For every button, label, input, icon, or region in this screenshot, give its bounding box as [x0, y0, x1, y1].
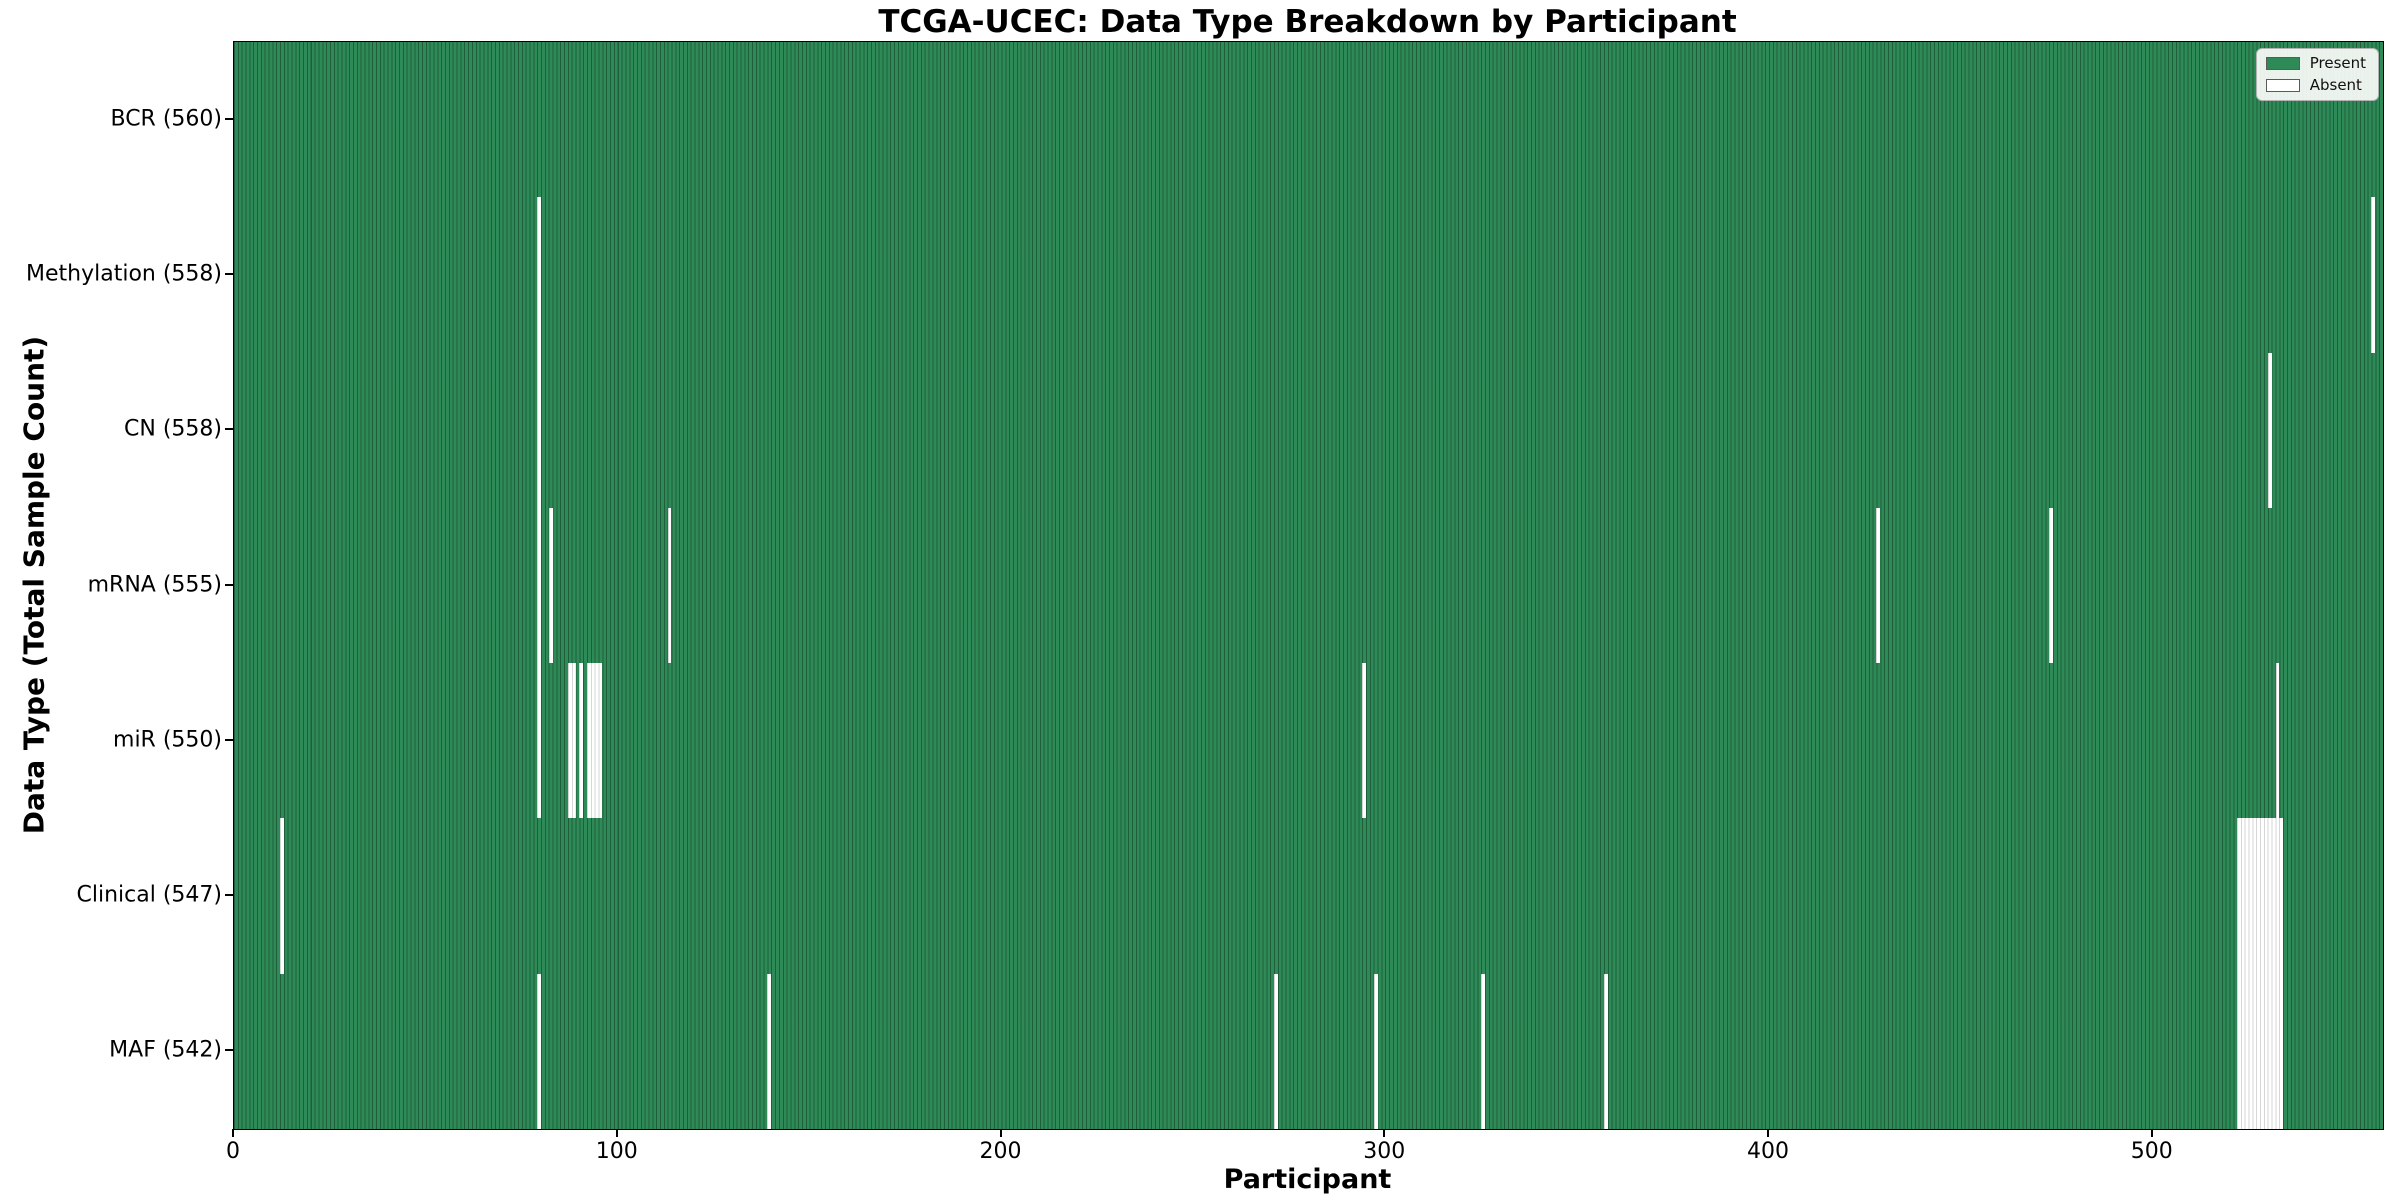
y-tick-mark — [225, 117, 233, 120]
x-tick-mark — [232, 1129, 234, 1137]
absent-run — [280, 818, 284, 974]
row-band-mir — [234, 663, 2383, 820]
legend-label-absent: Absent — [2309, 76, 2362, 94]
x-tick-mark — [615, 1129, 618, 1137]
legend-swatch-absent-icon — [2265, 79, 2300, 92]
absent-run — [2237, 973, 2284, 1129]
x-tick-label-100: 100 — [595, 1139, 638, 1164]
y-tick-mark — [225, 1049, 233, 1052]
y-tick-mark — [225, 738, 233, 741]
row-band-bcr — [234, 42, 2383, 199]
absent-run — [587, 663, 603, 819]
x-axis-label: Participant — [1223, 1164, 1392, 1195]
legend: Present Absent — [2255, 48, 2379, 101]
absent-run — [579, 663, 584, 819]
absent-run — [1273, 973, 1278, 1129]
absent-run — [537, 352, 541, 508]
x-tick-label-500: 500 — [2130, 1139, 2173, 1164]
x-tick-label-200: 200 — [979, 1139, 1022, 1164]
absent-run — [537, 197, 541, 353]
y-tick-mark — [225, 272, 233, 275]
y-tick-mark — [225, 428, 233, 431]
absent-run — [767, 973, 772, 1129]
legend-item-absent: Absent — [2265, 76, 2366, 94]
legend-item-present: Present — [2265, 54, 2366, 72]
absent-run — [1481, 973, 1486, 1129]
x-tick-label-0: 0 — [226, 1139, 240, 1164]
x-tick-label-300: 300 — [1363, 1139, 1406, 1164]
absent-run — [1603, 973, 1608, 1129]
y-tick-label-cn: CN (558) — [124, 416, 222, 442]
y-tick-mark — [225, 583, 233, 586]
absent-run — [2275, 663, 2280, 819]
y-tick-label-maf: MAF (542) — [109, 1037, 222, 1063]
row-band-methylation — [234, 197, 2383, 354]
absent-run — [1876, 507, 1881, 664]
legend-label-present: Present — [2309, 54, 2366, 72]
absent-run — [537, 973, 541, 1129]
absent-run — [2237, 818, 2284, 974]
y-tick-label-methylation: Methylation (558) — [26, 261, 222, 287]
absent-run — [1362, 663, 1367, 819]
absent-run — [667, 507, 672, 664]
plot-area: Present Absent — [233, 41, 2384, 1130]
legend-swatch-present-icon — [2265, 57, 2300, 70]
absent-run — [2267, 352, 2272, 508]
absent-run — [2371, 197, 2376, 353]
y-tick-label-clinical: Clinical (547) — [76, 882, 222, 908]
y-tick-label-mrna: mRNA (555) — [87, 572, 222, 597]
row-band-clinical — [234, 818, 2383, 975]
x-tick-mark — [2150, 1129, 2153, 1137]
y-tick-mark — [225, 894, 233, 897]
y-tick-label-bcr: BCR (560) — [110, 106, 222, 132]
absent-run — [2049, 507, 2053, 664]
x-tick-mark — [1767, 1129, 1769, 1137]
absent-run — [537, 663, 541, 819]
row-band-maf — [234, 973, 2383, 1129]
absent-run — [1373, 973, 1378, 1129]
row-band-cn — [234, 352, 2383, 509]
y-tick-label-mir: miR (550) — [113, 727, 222, 753]
x-tick-mark — [999, 1129, 1002, 1137]
absent-run — [567, 663, 576, 819]
x-tick-mark — [1383, 1129, 1386, 1137]
absent-run — [537, 507, 541, 664]
row-band-mrna — [234, 507, 2383, 665]
absent-run — [548, 507, 553, 664]
x-tick-label-400: 400 — [1747, 1139, 1789, 1164]
chart-title: TCGA-UCEC: Data Type Breakdown by Partic… — [878, 4, 1737, 40]
